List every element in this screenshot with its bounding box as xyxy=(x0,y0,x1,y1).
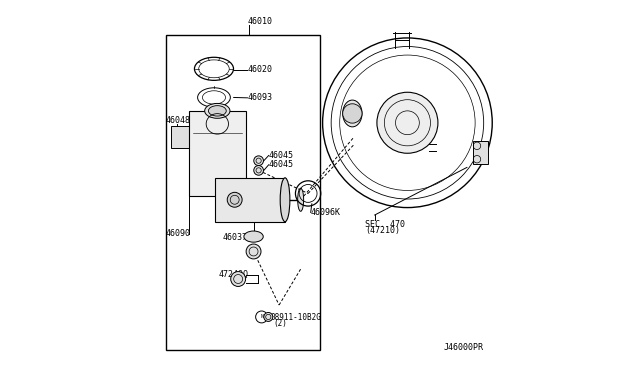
Text: 46010: 46010 xyxy=(248,17,273,26)
Text: 08911-10B2G: 08911-10B2G xyxy=(271,313,322,322)
Text: (47210): (47210) xyxy=(365,226,401,235)
Text: 46020: 46020 xyxy=(248,65,273,74)
Text: 46048: 46048 xyxy=(166,116,191,125)
Text: 46045: 46045 xyxy=(269,151,294,160)
Bar xyxy=(166,35,320,350)
Circle shape xyxy=(231,272,246,286)
Ellipse shape xyxy=(342,100,362,127)
Text: J46000PR: J46000PR xyxy=(444,343,483,352)
Ellipse shape xyxy=(205,103,230,118)
Circle shape xyxy=(254,156,264,166)
Bar xyxy=(472,141,488,164)
Ellipse shape xyxy=(280,178,290,222)
Text: 46093: 46093 xyxy=(248,93,273,102)
Bar xyxy=(215,178,285,222)
Text: SEC. 470: SEC. 470 xyxy=(365,220,405,229)
Circle shape xyxy=(255,311,268,323)
Text: (2): (2) xyxy=(273,319,287,328)
Ellipse shape xyxy=(298,188,303,211)
Text: N: N xyxy=(260,314,263,320)
Ellipse shape xyxy=(209,106,227,116)
Text: 46037M: 46037M xyxy=(223,233,253,242)
Bar xyxy=(172,126,189,148)
Text: 46045: 46045 xyxy=(269,160,294,169)
Circle shape xyxy=(377,92,438,153)
Text: 47240Q: 47240Q xyxy=(219,270,249,279)
Circle shape xyxy=(264,312,273,321)
Text: 46096K: 46096K xyxy=(310,208,340,217)
Ellipse shape xyxy=(244,231,263,242)
Circle shape xyxy=(246,244,261,259)
Text: 46090: 46090 xyxy=(166,229,191,238)
Circle shape xyxy=(254,166,264,175)
Circle shape xyxy=(227,192,242,207)
Circle shape xyxy=(342,104,362,123)
Bar xyxy=(189,111,246,196)
